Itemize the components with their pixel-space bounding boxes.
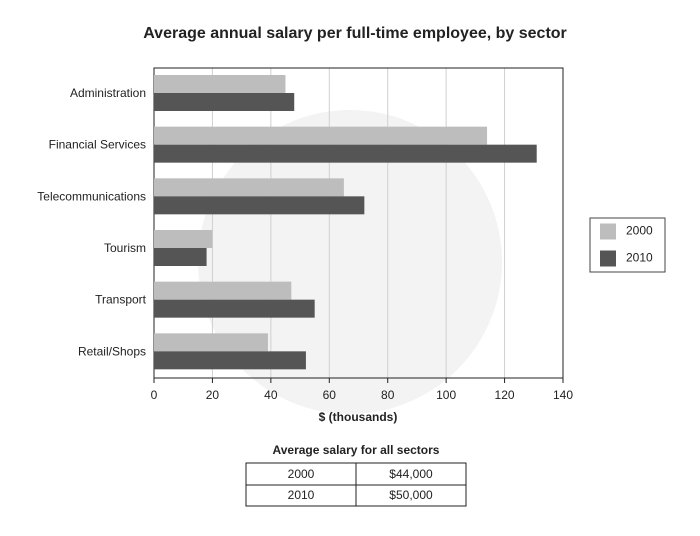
y-tick-label: Financial Services (49, 138, 146, 152)
y-tick-label: Retail/Shops (78, 344, 146, 358)
table-cell: 2000 (288, 467, 315, 481)
chart-title: Average annual salary per full-time empl… (143, 25, 567, 42)
bar (154, 93, 295, 111)
table-cell: 2010 (288, 488, 315, 502)
x-tick-label: 60 (323, 388, 337, 402)
x-tick-label: 120 (495, 388, 515, 402)
table (245, 462, 467, 507)
bar (154, 351, 306, 370)
x-tick-label: 100 (436, 388, 456, 402)
x-axis-label: $ (thousands) (319, 410, 398, 424)
legend-label: 2000 (626, 224, 653, 238)
plot-border (153, 67, 564, 379)
bar (154, 230, 213, 248)
x-tick-label: 140 (553, 388, 573, 402)
x-tick-label: 0 (151, 388, 158, 402)
x-tick-label: 80 (381, 388, 395, 402)
y-tick-label: Tourism (104, 241, 146, 255)
bar (154, 299, 315, 318)
legend-swatch (600, 223, 616, 240)
legend-label: 2010 (626, 251, 653, 265)
table-cell: $44,000 (389, 467, 433, 481)
y-tick-label: Administration (70, 86, 146, 100)
bar (154, 248, 207, 266)
x-tick-label: 40 (264, 388, 278, 402)
x-tick-label: 20 (206, 388, 220, 402)
legend-swatch (600, 250, 616, 267)
bar (154, 75, 286, 93)
bar (154, 281, 292, 300)
bar (154, 333, 268, 352)
bar (154, 178, 344, 197)
y-tick-label: Telecommunications (37, 189, 146, 203)
table-title: Average salary for all sectors (273, 443, 440, 457)
table-cell: $50,000 (389, 488, 433, 502)
bar (154, 144, 537, 163)
bar (154, 126, 488, 145)
bar (154, 196, 365, 215)
y-tick-label: Transport (95, 293, 147, 307)
